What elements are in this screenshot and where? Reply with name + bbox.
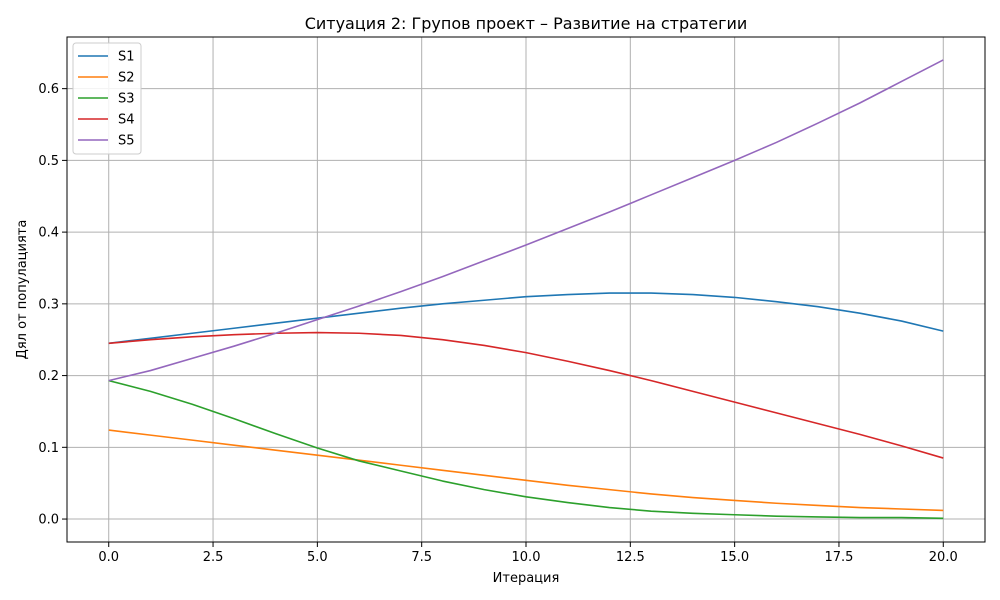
x-tick-label: 7.5: [411, 550, 432, 565]
y-tick-label: 0.0: [38, 513, 59, 528]
x-tick-label: 20.0: [929, 550, 958, 565]
series-line-s1: [108, 292, 944, 345]
x-tick-label: 10.0: [512, 550, 541, 565]
y-tick-label: 0.2: [38, 369, 59, 384]
y-tick-label: 0.6: [38, 82, 59, 97]
series-line-s5: [108, 59, 944, 382]
grid-lines: [67, 37, 985, 542]
legend-label-s5: S5: [118, 134, 135, 149]
x-tick-label: 5.0: [307, 550, 328, 565]
series-line-s3: [108, 379, 944, 520]
x-tick-label: 15.0: [720, 550, 749, 565]
y-tick-label: 0.3: [38, 297, 59, 312]
legend-label-s4: S4: [118, 113, 135, 128]
y-tick-label: 0.5: [38, 154, 59, 169]
axis-ticks: 0.0 2.5 5.0 7.5 10.0 12.5 15.0 17.5 20.0 0.0 0.1 0.…: [38, 82, 957, 565]
x-tick-label: 12.5: [616, 550, 645, 565]
series-line-s4: [108, 331, 944, 459]
y-tick-label: 0.4: [38, 226, 59, 241]
legend-label-s3: S3: [118, 92, 135, 107]
y-tick-label: 0.1: [38, 441, 59, 456]
x-tick-label: 2.5: [203, 550, 224, 565]
legend: S1 S2 S3 S4 S5: [72, 42, 142, 155]
series-lines: [108, 59, 944, 520]
series-line-s2: [108, 429, 944, 512]
legend-label-s1: S1: [118, 50, 135, 65]
x-axis-label: Итерация: [493, 571, 560, 586]
x-tick-label: 0.0: [98, 550, 119, 565]
y-axis-label: Дял от популацията: [15, 220, 30, 360]
chart-title: Ситуация 2: Групов проект – Развитие на …: [305, 14, 748, 33]
legend-label-s2: S2: [118, 71, 135, 86]
x-tick-label: 17.5: [824, 550, 853, 565]
